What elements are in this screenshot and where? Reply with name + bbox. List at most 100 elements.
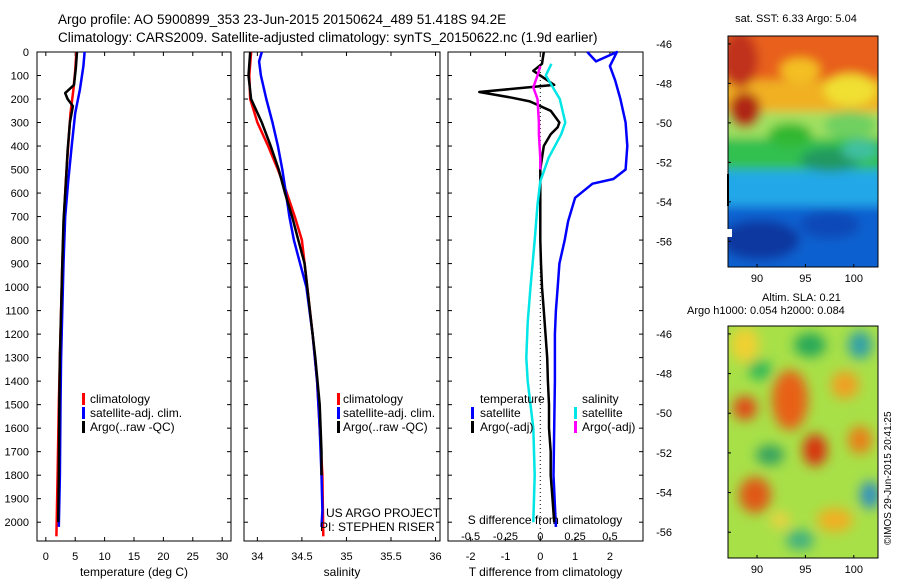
sla-subtitle: Argo h1000: 0.054 h2000: 0.084 <box>687 305 845 317</box>
temperature-legend: climatology satellite-adj. clim. Argo(..… <box>82 392 182 434</box>
map-y-tick-label: -52 <box>656 448 672 460</box>
depth-tick-labels: 0 100 200 300 400 500 600 700 800 900 1000 1100 1200… <box>5 47 29 529</box>
legend-swatch-argo <box>337 421 340 433</box>
legend-swatch-argo <box>82 421 85 433</box>
x-tick-label: 36 <box>429 551 441 563</box>
x-tick-label: -2 <box>466 551 476 563</box>
depth-tick-label: 700 <box>11 212 29 224</box>
sst-heatmap <box>728 36 878 267</box>
map-y-tick-label: -48 <box>656 78 672 90</box>
pi-annotation: PI: STEPHEN RISER <box>320 520 435 534</box>
x-tick-label: 0 <box>537 551 543 563</box>
sla-axes <box>727 325 879 559</box>
map-y-tick-label: -46 <box>656 39 672 51</box>
legend-swatch-t-argo <box>471 421 474 433</box>
salinity-axes <box>243 51 441 542</box>
map-x-tick-label: 95 <box>799 564 811 576</box>
map-y-tick-label: -50 <box>656 118 672 130</box>
title-line2: Climatology: CARS2009. Satellite-adjuste… <box>58 30 598 45</box>
legend-label-argo: Argo(..raw -QC) <box>90 420 175 434</box>
series-line-climatology <box>248 51 325 537</box>
legend-header-temperature: temperature <box>480 392 545 406</box>
x-axis-label: salinity <box>324 565 361 579</box>
x-tick-label: 2 <box>607 551 613 563</box>
map-y-tick-label: -50 <box>656 408 672 420</box>
map-tick-labels: 90 95 100 -46 -48 -50 -52 -54 -56 90 95 100 -46 -48 -5… <box>656 39 863 576</box>
sla-heatmap <box>728 326 878 558</box>
x-tick-label: 35 <box>340 551 352 563</box>
depth-tick-label: 300 <box>11 118 29 130</box>
x-tick-label: 1 <box>572 551 578 563</box>
project-annotation: US ARGO PROJECT <box>326 506 441 520</box>
temperature-panel: 0 5 10 15 20 25 30 temperature (deg C) <box>37 51 231 579</box>
depth-tick-label: 1300 <box>5 353 29 365</box>
s-tick-label: -0.5 <box>461 531 480 543</box>
depth-tick-label: 600 <box>11 188 29 200</box>
sst-argo-marker <box>726 229 732 237</box>
map-y-tick-label: -46 <box>656 329 672 341</box>
series-line-satellite-adj-clim- <box>257 51 324 527</box>
map-x-tick-label: 90 <box>751 273 763 285</box>
depth-tick-label: 1800 <box>5 470 29 482</box>
x-axis-label: temperature (deg C) <box>80 565 188 579</box>
legend-label-t-argo: Argo(-adj) <box>480 420 533 434</box>
x-tick-label: 0 <box>43 551 49 563</box>
series-line-argo-raw-qc- <box>247 51 323 476</box>
salinity-legend: climatology satellite-adj. clim. Argo(..… <box>337 392 435 434</box>
depth-tick-label: 0 <box>23 47 29 59</box>
legend-label-argo: Argo(..raw -QC) <box>343 420 428 434</box>
depth-tick-label: 900 <box>11 259 29 271</box>
series-line-argo-adj- <box>532 65 542 170</box>
legend-label-t-satellite: satellite <box>480 406 521 420</box>
legend-label-climatology: climatology <box>343 392 403 406</box>
legend-swatch-t-satellite <box>471 407 474 419</box>
s-tick-label: -0.25 <box>493 531 518 543</box>
series-line-satellite <box>552 50 629 527</box>
depth-tick-label: 1200 <box>5 329 29 341</box>
map-y-tick-label: -54 <box>656 488 672 500</box>
map-x-tick-label: 95 <box>799 273 811 285</box>
map-y-tick-label: -54 <box>656 197 672 209</box>
legend-label-satellite: satellite-adj. clim. <box>90 406 182 420</box>
depth-tick-label: 500 <box>11 165 29 177</box>
x-tick-label: 25 <box>187 551 199 563</box>
depth-tick-label: 2000 <box>5 517 29 529</box>
difference-legend: temperature salinity satellite Argo(-adj… <box>471 392 635 434</box>
sst-title: sat. SST: 6.33 Argo: 5.04 <box>735 13 857 25</box>
depth-tick-label: 1500 <box>5 400 29 412</box>
sst-axes <box>727 35 879 268</box>
map-x-tick-label: 90 <box>751 564 763 576</box>
x-tick-label: 34 <box>251 551 263 563</box>
x-tick-label: 35.5 <box>380 551 401 563</box>
x-tick-label: 20 <box>157 551 169 563</box>
legend-swatch-satellite <box>82 407 85 419</box>
map-x-tick-label: 100 <box>845 564 863 576</box>
map-y-tick-label: -48 <box>656 369 672 381</box>
map-y-tick-label: -56 <box>656 236 672 248</box>
legend-header-salinity: salinity <box>582 392 619 406</box>
salinity-panel: 34 34.5 35 35.5 36 salinity <box>244 51 442 579</box>
x-tick-label: 15 <box>128 551 140 563</box>
legend-swatch-climatology <box>82 393 85 405</box>
x-axis-label: T difference from climatology <box>469 565 623 579</box>
legend-label-s-argo: Argo(-adj) <box>582 420 635 434</box>
depth-tick-label: 1600 <box>5 423 29 435</box>
depth-tick-label: 1400 <box>5 376 29 388</box>
depth-tick-label: 800 <box>11 235 29 247</box>
depth-tick-label: 1000 <box>5 282 29 294</box>
legend-label-s-satellite: satellite <box>582 406 623 420</box>
x-tick-label: 34.5 <box>291 551 312 563</box>
series-line-argo-adj- <box>478 51 561 523</box>
x-tick-label: 5 <box>72 551 78 563</box>
map-y-tick-label: -56 <box>656 527 672 539</box>
temperature-axes <box>36 51 232 542</box>
depth-tick-label: 400 <box>11 141 29 153</box>
legend-label-climatology: climatology <box>90 392 150 406</box>
series-line-argo-raw-qc- <box>56 51 79 523</box>
legend-swatch-s-argo <box>574 421 577 433</box>
depth-tick-label: 1900 <box>5 494 29 506</box>
x-tick-label: -1 <box>501 551 511 563</box>
x-tick-label: 30 <box>216 551 228 563</box>
